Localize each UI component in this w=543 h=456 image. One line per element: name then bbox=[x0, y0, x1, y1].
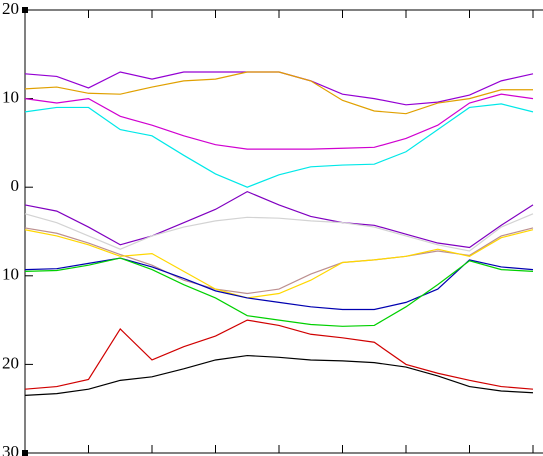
series-line bbox=[24, 213, 534, 252]
series-line bbox=[24, 71, 533, 115]
y-tick-label: 20 bbox=[2, 0, 19, 18]
series-line bbox=[24, 93, 534, 150]
series-line bbox=[24, 190, 534, 249]
y-tick-label: 30 bbox=[2, 442, 19, 456]
y-tick-label: 10 bbox=[2, 88, 19, 107]
y-tick-label: 10 bbox=[2, 265, 19, 284]
series-line bbox=[24, 229, 534, 299]
series-line bbox=[24, 319, 534, 390]
series-line bbox=[24, 354, 534, 397]
series-line bbox=[24, 257, 534, 327]
series-line bbox=[24, 227, 534, 295]
y-tick-label: 20 bbox=[2, 353, 19, 372]
series-line bbox=[24, 103, 534, 188]
y-tick-label: 0 bbox=[11, 176, 20, 195]
series-line bbox=[24, 257, 534, 311]
